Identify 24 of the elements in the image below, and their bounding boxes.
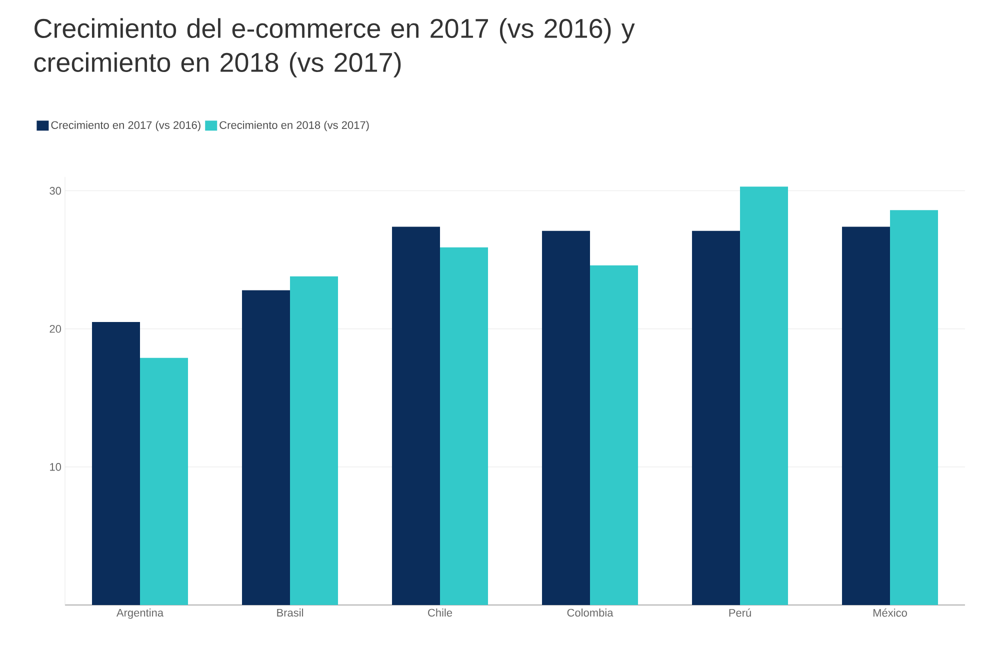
bar: [890, 210, 938, 605]
chart-title: Crecimiento del e-commerce en 2017 (vs 2016) y crecimiento en 2018 (vs 2017): [34, 18, 635, 78]
bar: [92, 322, 140, 605]
legend-label: Crecimiento en 2017 (vs 2016): [51, 120, 200, 132]
bar: [440, 247, 488, 605]
bar: [140, 358, 188, 605]
bar: [542, 230, 590, 605]
x-tick-label: Brasil: [277, 608, 304, 617]
bar: [842, 226, 890, 605]
bar: [242, 290, 290, 605]
y-tick-label: 30: [50, 186, 62, 195]
y-tick-label: 10: [50, 463, 62, 471]
bar: [590, 265, 638, 605]
y-tick-label: 20: [50, 324, 62, 333]
bar: [692, 230, 740, 605]
bar: [392, 226, 440, 605]
x-tick-label: Perú: [729, 608, 751, 617]
x-tick-label: Argentina: [116, 608, 164, 619]
x-tick-label: Chile: [428, 608, 452, 617]
bar: [290, 276, 338, 605]
x-tick-label: Colombia: [567, 608, 614, 617]
bar: [740, 186, 788, 605]
legend-label: Crecimiento en 2018 (vs 2017): [220, 120, 369, 132]
x-tick-label: México: [874, 608, 907, 617]
